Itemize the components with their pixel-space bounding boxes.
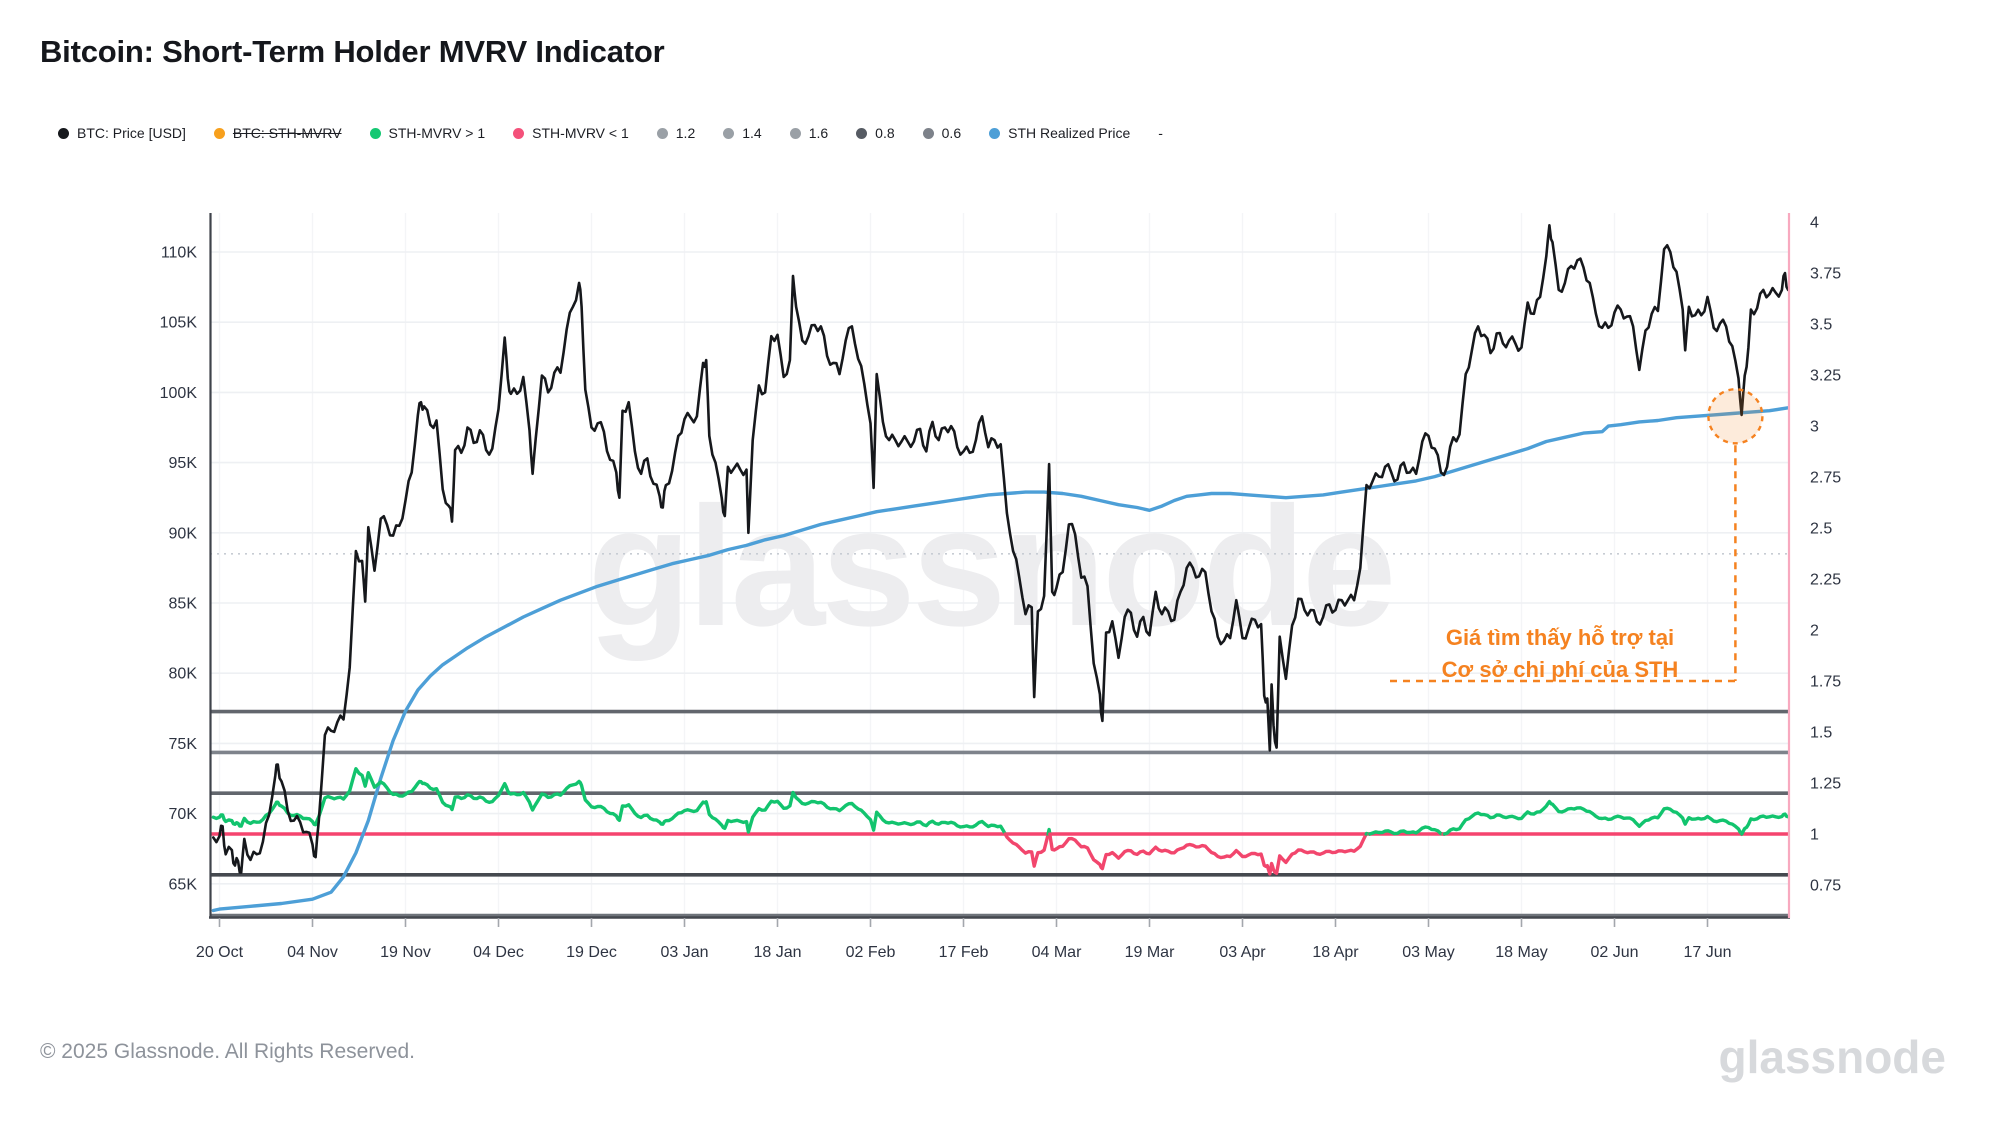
mvrv-axis-label: 1 <box>1810 827 1819 844</box>
legend-item-btc-sth-mvrv[interactable]: BTC: STH-MVRV <box>213 125 342 141</box>
legend-dot <box>789 127 801 139</box>
legend-dot <box>922 127 934 139</box>
price-axis-label: 85K <box>169 596 198 613</box>
x-axis-label: 03 Apr <box>1219 944 1266 961</box>
legend-dot <box>58 127 69 139</box>
mvrv-axis-label: 2.75 <box>1810 470 1841 487</box>
legend-dot <box>513 127 525 139</box>
legend-label: - <box>1158 125 1163 141</box>
sth-mvrv-above-1-line <box>1368 825 1445 836</box>
mvrv-axis-label: 3 <box>1810 419 1819 436</box>
x-axis-label: 20 Oct <box>196 944 244 961</box>
x-axis-label: 03 May <box>1402 944 1454 961</box>
legend-label: BTC: Price [USD] <box>77 125 186 141</box>
x-axis-label: 17 Feb <box>939 944 989 961</box>
legend-item-sth-mvrv-1[interactable]: STH-MVRV < 1 <box>513 125 629 141</box>
x-axis-label: 02 Jun <box>1590 944 1638 961</box>
mvrv-axis-label: 1.5 <box>1810 725 1832 742</box>
legend-dot <box>856 127 868 139</box>
x-axis-label: 04 Mar <box>1032 944 1082 961</box>
legend-item-[interactable]: - <box>1158 125 1163 141</box>
legend-item-1-2[interactable]: 1.2 <box>656 125 696 141</box>
glassnode-watermark: glassnode <box>588 472 1393 662</box>
sth-mvrv-below-1-line <box>1003 832 1050 868</box>
annotation-highlight-circle <box>1707 388 1764 445</box>
mvrv-axis-label: 3.5 <box>1810 317 1832 334</box>
sth-realized-price-line <box>211 406 1790 913</box>
btc-price-line <box>212 224 1790 874</box>
mvrv-axis-label: 1.75 <box>1810 674 1841 691</box>
price-axis-label: 100K <box>160 385 198 402</box>
legend-dot <box>656 127 668 139</box>
legend-label: STH Realized Price <box>1008 125 1131 141</box>
legend-item-btc-price-usd[interactable]: BTC: Price [USD] <box>58 125 186 141</box>
price-axis-label: 105K <box>160 315 198 332</box>
legend-item-0-6[interactable]: 0.6 <box>922 125 962 141</box>
x-axis-label: 03 Jan <box>660 944 708 961</box>
sth-mvrv-above-1-line <box>211 767 1007 836</box>
legend-label: STH-MVRV > 1 <box>388 125 486 141</box>
x-axis-label: 18 May <box>1495 944 1547 961</box>
legend-label: 1.4 <box>742 125 762 141</box>
legend-label: BTC: STH-MVRV <box>232 125 342 141</box>
page-title: Bitcoin: Short-Term Holder MVRV Indicato… <box>40 34 665 69</box>
mvrv-axis-label: 4 <box>1810 215 1819 232</box>
legend-label: 0.6 <box>941 125 962 141</box>
mvrv-axis-label: 1.25 <box>1810 776 1841 793</box>
glassnode-logo: glassnode <box>1718 1031 1946 1083</box>
price-axis-label: 70K <box>169 806 198 823</box>
mvrv-axis-label: 3.25 <box>1810 368 1841 385</box>
price-axis-label: 95K <box>169 455 198 472</box>
price-axis-label: 80K <box>169 666 198 683</box>
legend-dot <box>989 127 1001 139</box>
x-axis-label: 17 Jun <box>1683 944 1731 961</box>
legend-label: 1.6 <box>808 125 829 141</box>
mvrv-axis-label: 2.5 <box>1810 521 1832 538</box>
x-axis-label: 18 Jan <box>753 944 801 961</box>
mvrv-axis-label: 2 <box>1810 623 1819 640</box>
legend-label: STH-MVRV < 1 <box>532 125 629 141</box>
x-axis-label: 18 Apr <box>1312 944 1359 961</box>
annotation-text-line1: Giá tìm thấy hỗ trợ tại <box>1446 625 1674 650</box>
legend-item-0-8[interactable]: 0.8 <box>856 125 895 141</box>
legend-item-sth-realized-price[interactable]: STH Realized Price <box>989 125 1130 141</box>
sth-mvrv-below-1-line <box>1048 832 1368 876</box>
legend-item-1-6[interactable]: 1.6 <box>789 125 829 141</box>
legend-item-sth-mvrv-1[interactable]: STH-MVRV > 1 <box>369 125 486 141</box>
price-axis-label: 110K <box>161 245 198 262</box>
x-axis-label: 19 Dec <box>566 944 617 961</box>
x-axis-label: 19 Nov <box>380 944 431 961</box>
price-axis-label: 65K <box>169 876 198 893</box>
annotation-text-line2: Cơ sở chi phí của STH <box>1442 657 1679 682</box>
x-axis-label: 19 Mar <box>1125 944 1175 961</box>
legend-dot <box>213 127 225 139</box>
mvrv-axis-label: 0.75 <box>1810 878 1841 895</box>
mvrv-axis-label: 3.75 <box>1810 266 1841 283</box>
legend-dot <box>369 127 381 139</box>
x-axis-label: 02 Feb <box>846 944 896 961</box>
x-axis-label: 04 Nov <box>287 944 338 961</box>
price-axis-label: 75K <box>169 736 198 753</box>
legend-dot <box>723 127 735 139</box>
copyright-text: © 2025 Glassnode. All Rights Reserved. <box>40 1040 416 1063</box>
legend-item-1-4[interactable]: 1.4 <box>723 125 762 141</box>
mvrv-axis-label: 2.25 <box>1810 572 1841 589</box>
legend: BTC: Price [USD] BTC: STH-MVRV STH-MVRV > … <box>58 125 1163 141</box>
sth-mvrv-above-1-line <box>1442 799 1744 836</box>
x-axis-label: 04 Dec <box>473 944 524 961</box>
sth-mvrv-above-1-line <box>1740 812 1790 836</box>
price-axis-label: 90K <box>169 525 198 542</box>
legend-label: 1.2 <box>675 125 696 141</box>
legend-label: 0.8 <box>875 125 895 141</box>
